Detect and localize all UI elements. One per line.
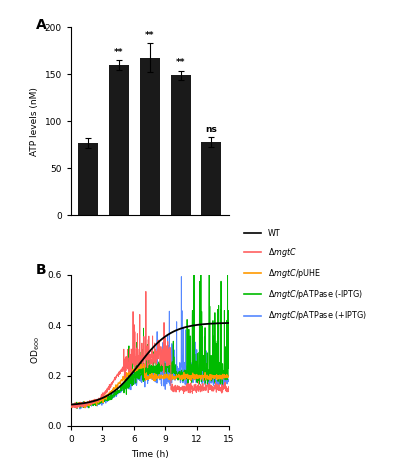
Bar [109,65,129,215]
Text: **: ** [176,58,185,67]
Y-axis label: ATP levels (nM): ATP levels (nM) [30,87,39,156]
Bar [140,58,160,215]
X-axis label: Time (h): Time (h) [131,449,169,458]
Text: B: B [36,263,47,277]
Text: A: A [36,18,47,32]
Text: **: ** [114,48,124,57]
Bar [201,142,221,215]
Bar [171,76,191,215]
Text: **: ** [145,31,154,40]
Text: ns: ns [205,125,217,134]
Bar [78,143,98,215]
Legend: WT, $\Delta$$\it{mgtC}$, $\Delta$$\it{mgtC}$/pUHE, $\Delta$$\it{mgtC}$/pATPase (: WT, $\Delta$$\it{mgtC}$, $\Delta$$\it{mg… [240,226,370,326]
Y-axis label: OD$_{600}$: OD$_{600}$ [30,337,42,364]
